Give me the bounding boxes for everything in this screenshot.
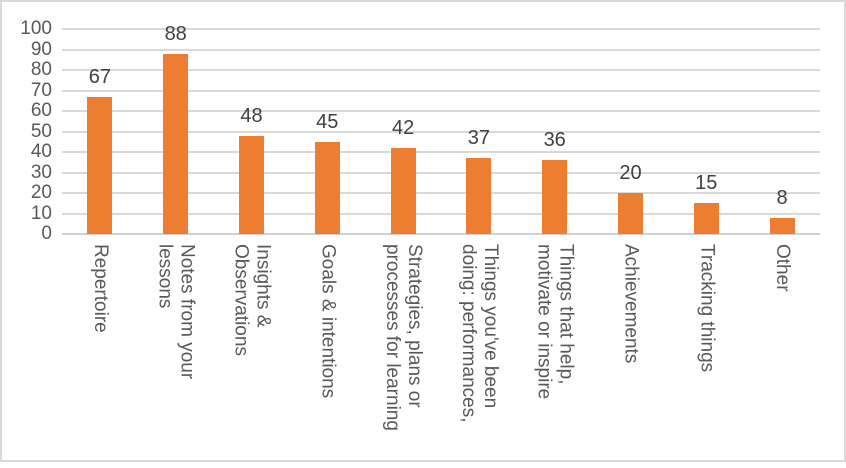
category-label: Tracking things [668,244,744,458]
bar-value-label: 15 [695,172,718,195]
bar [163,53,189,234]
y-tick-label: 0 [41,223,52,244]
bar-value-label: 67 [88,65,112,88]
category-label-text: Goals & intentions [317,244,339,399]
bar-value-label: 42 [391,116,415,139]
gridline [62,192,820,194]
y-tick-label: 20 [30,182,52,203]
category-label-text: Things that help, motivate or inspire [533,244,577,400]
bar [542,160,568,234]
bar [769,217,795,234]
category-label-text: Strategies, plans or processes for learn… [382,244,426,431]
y-tick-label: 80 [30,59,52,80]
y-tick-label: 70 [30,79,52,101]
category-label: Things you've been doing: performances, [441,244,517,458]
category-label: Other [744,244,820,458]
category-label-text: Insights & Observations [230,244,274,356]
gridline [62,130,820,133]
category-label-text: Achievements [620,244,642,364]
bar [618,193,643,234]
bar-value-label: 45 [316,110,339,133]
bar [239,135,264,234]
x-axis-line [62,233,820,235]
gridline [62,151,820,153]
category-label: Insights & Observations [214,244,290,458]
bar [466,158,492,234]
bar-value-label: 48 [240,104,263,127]
y-tick-label: 100 [20,18,52,39]
gridline [62,212,820,215]
y-tick-label: 60 [30,100,52,121]
bar-value-label: 88 [164,22,187,45]
category-label: Goals & intentions [289,244,365,458]
category-label-text: Tracking things [696,244,718,373]
y-tick-label: 40 [30,141,52,162]
y-tick-label: 50 [30,120,52,142]
category-label-text: Repertoire [89,244,111,333]
gridline [62,48,820,51]
category-label: Strategies, plans or processes for learn… [365,244,441,458]
bar [314,141,340,234]
gridline [62,110,820,112]
bar [693,203,719,234]
y-tick-label: 10 [30,202,52,224]
bar-value-label: 36 [543,129,566,152]
bar [390,147,416,234]
category-label-text: Other [772,244,794,292]
gridline [62,28,820,30]
category-label-text: Notes from your lessons [154,244,198,380]
bar-value-label: 20 [619,162,642,184]
category-label: Things that help, motivate or inspire [517,244,593,458]
category-label: Notes from your lessons [138,244,214,458]
category-label-text: Things you've been doing: performances, [457,244,501,423]
gridline [62,69,820,71]
gridline [62,171,820,174]
gridline [62,89,820,92]
bar [87,96,113,234]
y-tick-label: 90 [30,38,52,60]
bar-value-label: 37 [467,127,491,150]
category-label: Repertoire [62,244,138,458]
bar-value-label: 8 [776,186,788,209]
category-label: Achievements [593,244,669,458]
y-tick-label: 30 [30,161,52,183]
